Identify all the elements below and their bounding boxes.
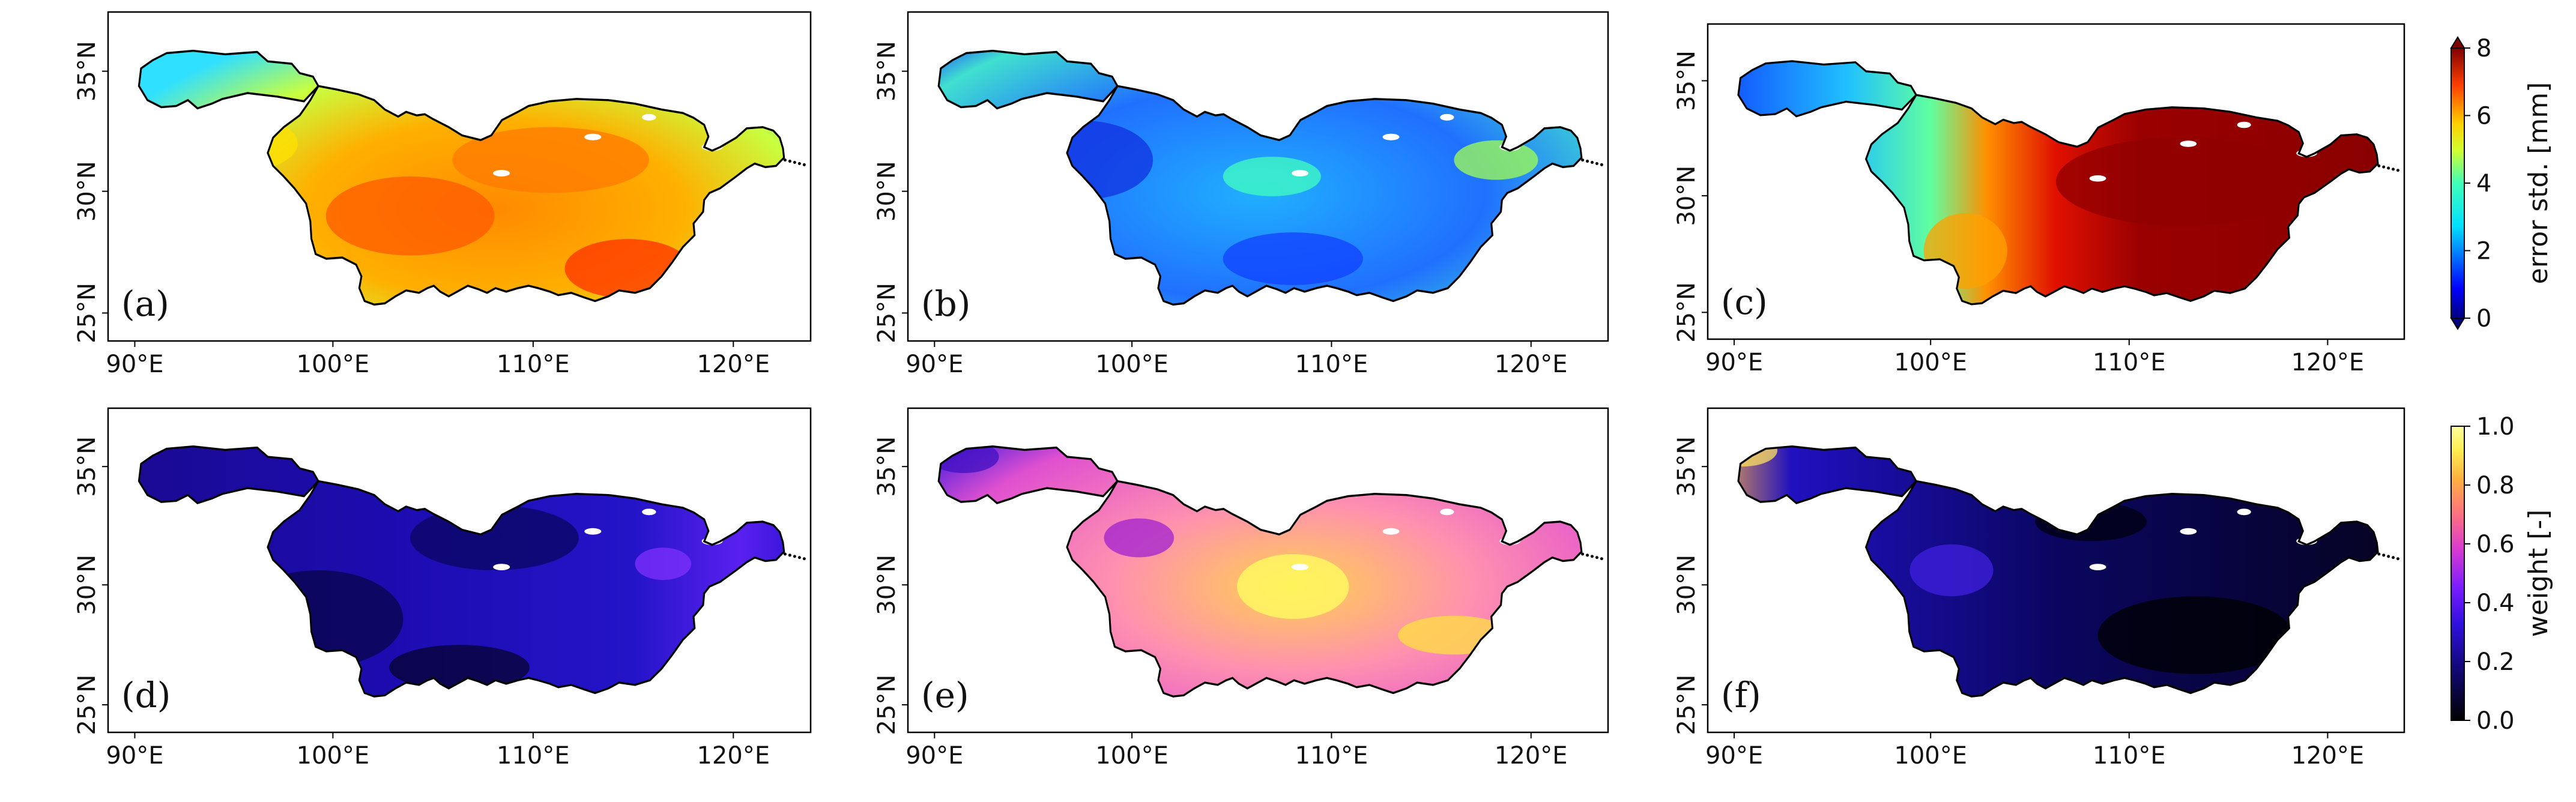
lat-tick-label: 35°N: [873, 436, 901, 497]
lat-tick-label: 30°N: [873, 161, 901, 222]
panel-label: (f): [1721, 675, 1761, 716]
colorbar-tick-label: 0.8: [2476, 472, 2515, 499]
colorbar-tick-label: 0.0: [2476, 707, 2515, 735]
panel-frame: [1707, 23, 2405, 340]
colorbar-extend-bottom: [2450, 318, 2466, 330]
basin-field: [939, 446, 1582, 697]
colorbar-error-std-ramp: [2451, 47, 2465, 319]
panel-label: (b): [921, 283, 970, 324]
colorbar-tick-label: 0: [2476, 305, 2491, 333]
lat-tick-label: 30°N: [73, 555, 101, 615]
colorbar-weight-title: weight [-]: [2523, 510, 2554, 638]
lon-tick-label: 120°E: [2291, 742, 2365, 770]
lon-tick-label: 100°E: [1095, 351, 1169, 378]
basin-field: [1738, 446, 2378, 697]
basin-field: [139, 50, 784, 305]
lon-tick-label: 90°E: [906, 351, 963, 378]
colorbar-tick-label: 4: [2476, 170, 2491, 197]
lon-tick-label: 120°E: [697, 742, 770, 770]
panel-label: (d): [121, 675, 171, 716]
map-panel: 90°E 100°E 110°E 120°E 25°N 30°N 35°N (d): [73, 407, 812, 770]
lon-tick-label: 100°E: [1894, 349, 1967, 376]
lon-tick-label: 90°E: [1705, 742, 1763, 770]
colorbar-tick-label: 1.0: [2476, 413, 2515, 441]
colorbar-tick-label: 8: [2476, 35, 2491, 62]
panel-label: (e): [921, 675, 969, 716]
lat-tick-label: 35°N: [873, 41, 901, 101]
lat-tick-label: 30°N: [73, 161, 101, 222]
lon-tick-label: 110°E: [1295, 351, 1368, 378]
basin-field: [1738, 61, 2378, 304]
lon-tick-label: 110°E: [497, 742, 570, 770]
map-panel: 90°E 100°E 110°E 120°E 25°N 30°N 35°N (e): [873, 407, 1609, 770]
colorbar-tick-label: 0.6: [2476, 531, 2515, 558]
lon-tick-label: 120°E: [1495, 351, 1568, 378]
lon-tick-label: 120°E: [2291, 349, 2365, 376]
lat-tick-label: 35°N: [73, 436, 101, 497]
lat-tick-label: 30°N: [1673, 166, 1701, 226]
lon-tick-label: 120°E: [697, 351, 770, 378]
lon-tick-label: 120°E: [1495, 742, 1568, 770]
lon-tick-label: 100°E: [297, 742, 370, 770]
colorbar-tick-label: 6: [2476, 103, 2491, 130]
colorbar-extend-top: [2450, 36, 2466, 49]
lon-tick-label: 110°E: [2093, 349, 2166, 376]
lon-tick-label: 90°E: [1705, 349, 1763, 376]
lon-tick-label: 100°E: [1894, 742, 1967, 770]
lon-tick-label: 110°E: [1295, 742, 1368, 770]
basin-field: [139, 446, 784, 697]
map-panel: 90°E 100°E 110°E 120°E 25°N 30°N 35°N (f): [1673, 407, 2405, 770]
lon-tick-label: 100°E: [297, 351, 370, 378]
lat-tick-label: 25°N: [1673, 675, 1701, 735]
lat-tick-label: 30°N: [873, 555, 901, 615]
lat-tick-label: 35°N: [1673, 50, 1701, 111]
map-panel: 90°E 100°E 110°E 120°E 25°N 30°N 35°N (c): [1673, 23, 2405, 376]
colorbar-error-std-title: error std. [mm]: [2523, 82, 2554, 285]
lat-tick-label: 25°N: [873, 675, 901, 735]
lon-tick-label: 90°E: [106, 351, 163, 378]
lon-tick-label: 90°E: [106, 742, 163, 770]
panel-label: (a): [121, 283, 169, 324]
lon-tick-label: 90°E: [906, 742, 963, 770]
lon-tick-label: 110°E: [2093, 742, 2166, 770]
lon-tick-label: 100°E: [1095, 742, 1169, 770]
panel-frame: [1707, 407, 2405, 734]
colorbar-error-std: 0 2 4 6 8 error std. [mm]: [2450, 35, 2554, 333]
lat-tick-label: 35°N: [1673, 436, 1701, 497]
lat-tick-label: 35°N: [73, 41, 101, 101]
basin-field: [939, 50, 1582, 305]
colorbar-tick-label: 2: [2476, 238, 2491, 265]
panel-frame: [107, 407, 812, 734]
map-panel: 90°E 100°E 110°E 120°E 25°N 30°N 35°N (a): [73, 11, 812, 378]
colorbar-tick-label: 0.2: [2476, 648, 2515, 676]
colorbar-weight-ramp: [2451, 426, 2465, 721]
lat-tick-label: 25°N: [73, 283, 101, 343]
lat-tick-label: 25°N: [73, 675, 101, 735]
colorbar-tick-label: 0.4: [2476, 589, 2515, 617]
lat-tick-label: 25°N: [1673, 282, 1701, 343]
lat-tick-label: 30°N: [1673, 555, 1701, 615]
panel-frame: [907, 11, 1609, 342]
lon-tick-label: 110°E: [497, 351, 570, 378]
colorbar-weight: 0.0 0.2 0.4 0.6 0.8 1.0 weight [-]: [2451, 413, 2554, 735]
panel-frame: [107, 11, 812, 342]
panel-frame: [907, 407, 1609, 734]
panel-label: (c): [1721, 282, 1768, 322]
map-panel: 90°E 100°E 110°E 120°E 25°N 30°N 35°N (b): [873, 11, 1609, 378]
lat-tick-label: 25°N: [873, 283, 901, 343]
